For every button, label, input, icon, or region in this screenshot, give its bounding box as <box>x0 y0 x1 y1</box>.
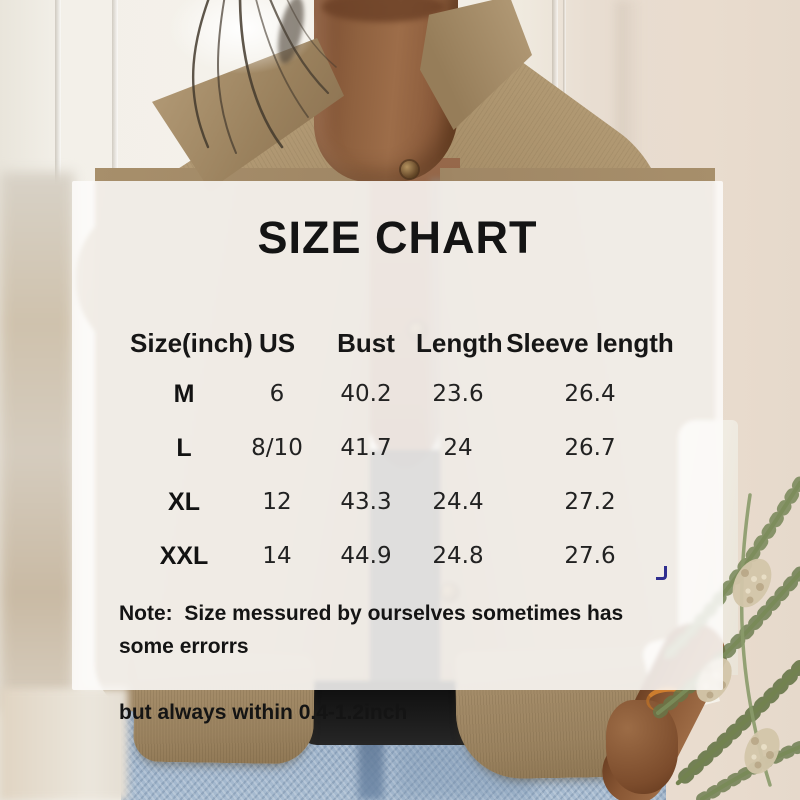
cell-size: L <box>176 433 192 462</box>
jacket-button <box>401 161 418 178</box>
cell-size: M <box>173 379 195 408</box>
table-row: L 8/10 41.7 24 26.7 <box>72 421 723 475</box>
cell-us: 6 <box>269 381 285 407</box>
cell-length: 24.4 <box>432 489 484 515</box>
cell-size: XXL <box>159 541 209 570</box>
cell-sleeve: 27.2 <box>564 489 616 515</box>
size-chart-header-row: Size(inch) US Bust Length Sleeve length <box>72 325 723 361</box>
cell-bust: 43.3 <box>340 489 392 515</box>
size-chart-body: M 6 40.2 23.6 26.4 L 8/10 41.7 24 26.7 X… <box>72 367 723 583</box>
blurred-background-left <box>0 172 74 712</box>
cell-sleeve: 26.7 <box>564 435 616 461</box>
column-header-bust: Bust <box>337 327 395 358</box>
cell-length: 23.6 <box>432 381 484 407</box>
door-groove <box>112 0 118 195</box>
cell-length: 24.8 <box>432 543 484 569</box>
hair <box>192 0 337 154</box>
chin-shadow <box>322 0 444 22</box>
size-chart-note: Note: Size messured by ourselves sometim… <box>119 597 676 729</box>
column-header-sleeve: Sleeve length <box>506 327 674 358</box>
column-header-length: Length <box>416 327 503 358</box>
cell-bust: 40.2 <box>340 381 392 407</box>
cell-us: 8/10 <box>251 435 303 461</box>
cell-bust: 44.9 <box>340 543 392 569</box>
table-row: M 6 40.2 23.6 26.4 <box>72 367 723 421</box>
cell-sleeve: 26.4 <box>564 381 616 407</box>
cell-sleeve: 27.6 <box>564 543 616 569</box>
cell-us: 12 <box>262 489 292 515</box>
stray-mark <box>656 566 667 580</box>
column-header-us: US <box>258 327 296 358</box>
note-line-1: Note: Size messured by ourselves sometim… <box>119 602 630 658</box>
table-row: XL 12 43.3 24.4 27.2 <box>72 475 723 529</box>
door-groove <box>55 0 61 195</box>
hand-fist <box>606 700 678 794</box>
cell-us: 14 <box>262 543 292 569</box>
size-chart-title: SIZE CHART <box>257 212 538 263</box>
note-line-2: but always within 0.4-1.2inch <box>119 701 408 724</box>
blurred-floor <box>0 688 128 800</box>
column-header-size: Size(inch) <box>130 327 253 358</box>
cell-bust: 41.7 <box>340 435 392 461</box>
size-chart-panel: SIZE CHART Size(inch) US Bust Length Sle… <box>72 181 723 724</box>
cell-length: 24 <box>443 435 473 461</box>
cell-size: XL <box>168 487 200 516</box>
table-row: XXL 14 44.9 24.8 27.6 <box>72 529 723 583</box>
